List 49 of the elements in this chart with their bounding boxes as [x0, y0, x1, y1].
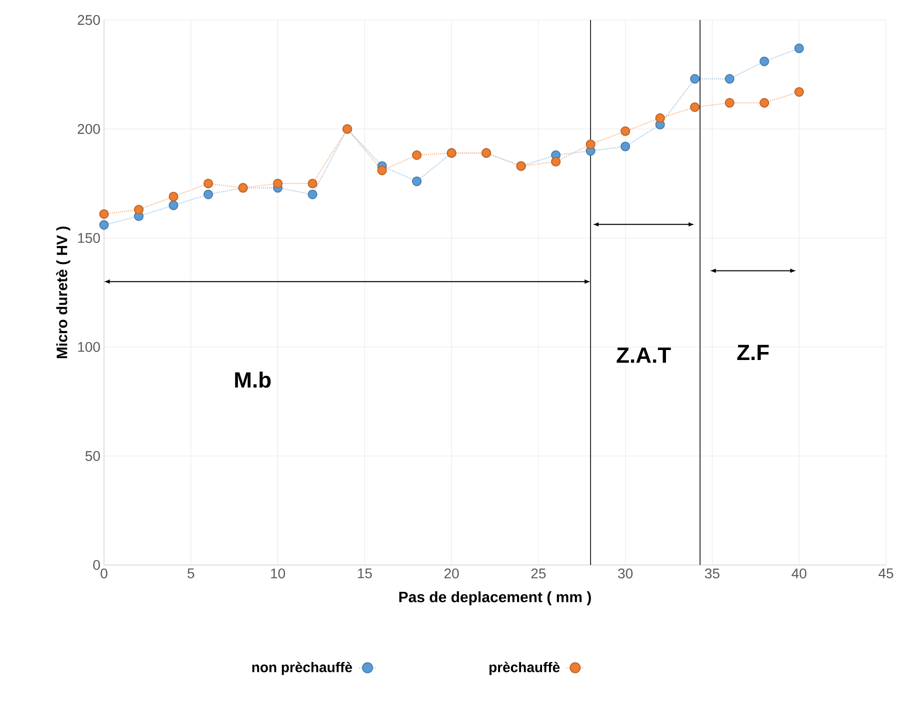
- point: [620, 126, 630, 136]
- point: [308, 178, 318, 188]
- x-tick-label: 25: [531, 568, 546, 578]
- point: [308, 190, 318, 200]
- x-tick-label: 40: [792, 568, 806, 578]
- x-tick-label: 0: [100, 568, 108, 578]
- point: [586, 139, 596, 150]
- annotation: Z.A.T: [616, 348, 671, 363]
- point: [690, 74, 700, 84]
- point: [134, 204, 144, 214]
- point: [168, 192, 178, 202]
- point: [620, 142, 630, 152]
- x-tick-label: 30: [618, 568, 633, 578]
- point: [724, 98, 734, 108]
- point: [412, 176, 422, 186]
- point: [724, 74, 734, 84]
- legend-label: non prèchauffè: [252, 662, 352, 676]
- point: [377, 166, 387, 176]
- y-tick-label: 50: [85, 451, 100, 461]
- legend-label: prèchauffè: [489, 662, 560, 676]
- point: [272, 178, 283, 188]
- point: [412, 150, 422, 160]
- x-tick-label: 10: [271, 568, 286, 578]
- point: [168, 200, 178, 210]
- point: [760, 56, 770, 66]
- y-axis-title: Micro duretè ( HV ): [56, 226, 70, 358]
- point: [99, 220, 109, 230]
- point: [760, 98, 770, 108]
- point: [203, 178, 214, 188]
- y-tick-label: 250: [78, 15, 100, 25]
- point: [655, 113, 665, 123]
- x-tick-label: 15: [358, 568, 372, 578]
- point: [794, 44, 804, 54]
- x-tick-label: 45: [878, 568, 894, 578]
- x-tick-label: 35: [704, 568, 720, 578]
- point: [203, 190, 214, 200]
- point: [551, 156, 561, 166]
- point: [99, 209, 109, 219]
- annotation: Z.F: [737, 344, 769, 360]
- annotation: M.b: [235, 372, 271, 388]
- point: [690, 102, 700, 112]
- x-tick-label: 20: [444, 568, 459, 578]
- y-tick-label: 200: [78, 124, 100, 134]
- y-tick-label: 100: [78, 342, 100, 352]
- y-tick-label: 0: [93, 560, 100, 570]
- x-axis-title: Pas de deplacement ( mm ): [399, 591, 591, 606]
- y-tick-label: 150: [78, 233, 100, 243]
- point: [794, 87, 804, 97]
- x-tick-label: 5: [188, 568, 194, 578]
